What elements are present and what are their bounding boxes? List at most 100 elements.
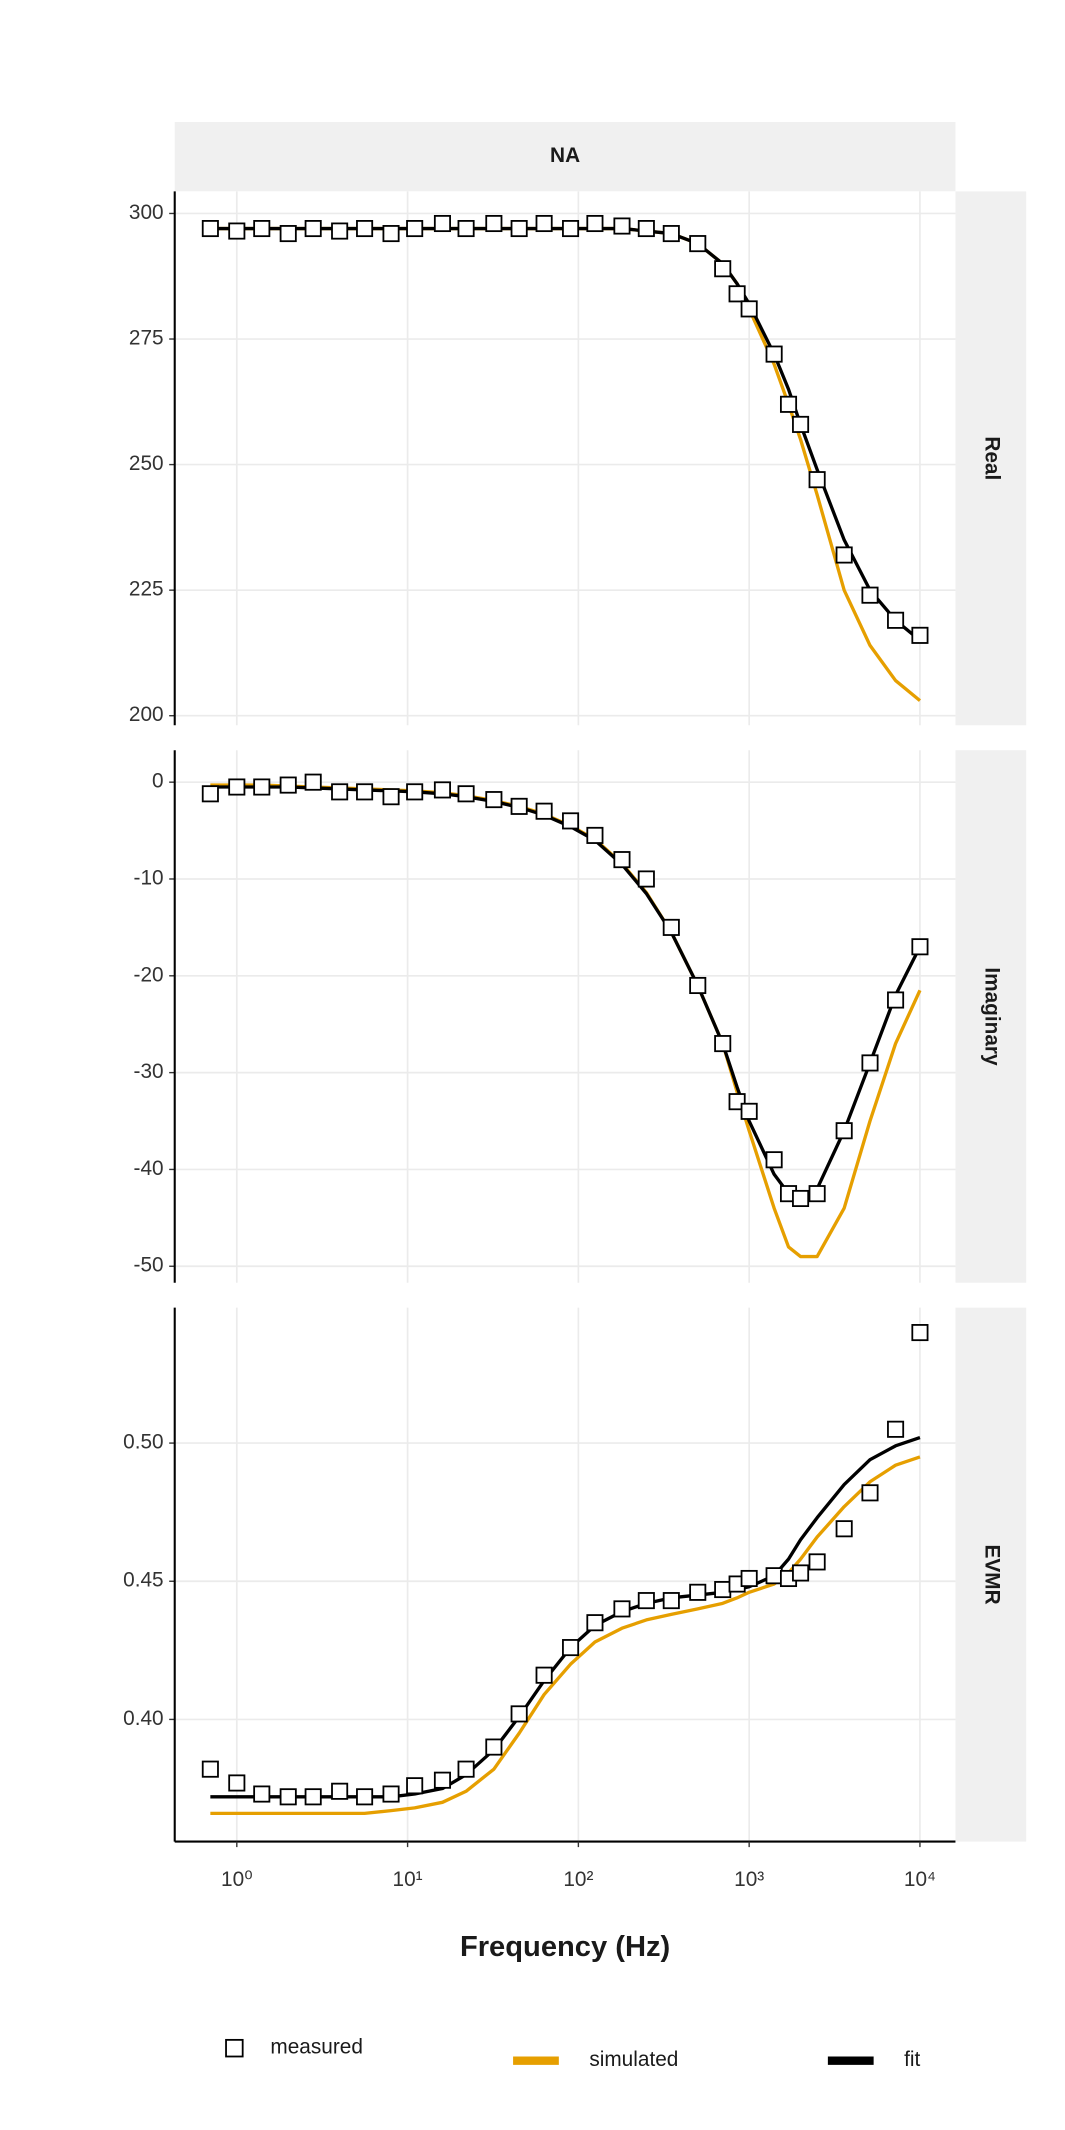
marker [779, 395, 798, 413]
marker [887, 991, 905, 1009]
marker [689, 1583, 707, 1601]
marker [228, 778, 246, 796]
marker [535, 214, 553, 233]
y-tick-label: -20 [134, 963, 164, 986]
marker [714, 260, 732, 278]
marker [201, 785, 219, 803]
marker [835, 1520, 853, 1538]
marker [304, 220, 322, 238]
y-tick-label: 225 [129, 578, 164, 601]
marker [535, 802, 553, 820]
marker [835, 546, 853, 564]
marker [808, 471, 826, 489]
y-tick-label: -10 [134, 866, 164, 889]
marker [714, 1581, 732, 1599]
marker [433, 781, 451, 799]
y-tick-label: 0 [152, 770, 164, 793]
legend-label: simulated [589, 2048, 678, 2071]
marker [861, 1054, 879, 1072]
marker [485, 214, 503, 233]
marker [586, 214, 604, 233]
marker [331, 222, 349, 240]
marker [911, 938, 929, 956]
y-tick-label: -30 [134, 1060, 164, 1083]
marker [485, 791, 503, 809]
marker [304, 1788, 322, 1806]
marker [228, 222, 246, 240]
marker [510, 797, 528, 815]
marker [911, 626, 929, 644]
marker [765, 1567, 783, 1585]
y-tick-label: 300 [129, 201, 164, 224]
marker [535, 1666, 553, 1684]
marker [835, 1122, 853, 1140]
x-tick-label: 10² [563, 1868, 593, 1891]
marker [433, 1771, 451, 1789]
marker [253, 220, 271, 238]
marker [808, 1185, 826, 1203]
marker [331, 1782, 349, 1800]
marker [228, 1774, 246, 1792]
marker [637, 1592, 655, 1610]
marker [765, 1151, 783, 1169]
y-tick-label: -50 [134, 1254, 164, 1277]
marker [406, 220, 424, 238]
legend-label: measured [270, 2036, 362, 2059]
facet-label: Imaginary [980, 967, 1003, 1066]
marker [792, 1189, 810, 1208]
x-tick-label: 10⁰ [221, 1868, 252, 1891]
marker [613, 217, 631, 235]
marker [689, 235, 707, 253]
marker [613, 851, 631, 869]
legend-label: fit [904, 2048, 920, 2071]
marker [714, 1035, 732, 1053]
y-tick-label: 0.45 [123, 1569, 163, 1592]
marker [331, 783, 349, 801]
marker [382, 1785, 400, 1803]
marker [356, 220, 374, 238]
marker [887, 1420, 905, 1438]
strip [955, 1307, 1027, 1842]
marker [861, 1484, 879, 1502]
marker [356, 783, 374, 801]
facet-label: Real [980, 436, 1003, 480]
x-tick-label: 10¹ [393, 1868, 423, 1891]
marker [728, 285, 746, 303]
marker [808, 1553, 826, 1571]
marker [861, 586, 879, 604]
strip-title: NA [550, 144, 580, 167]
y-tick-label: 275 [129, 327, 164, 350]
marker [457, 1760, 475, 1778]
strip [955, 191, 1027, 726]
strip [955, 750, 1027, 1283]
legend-symbol [225, 2038, 244, 2058]
x-tick-label: 10⁴ [904, 1868, 936, 1891]
marker [406, 1777, 424, 1795]
marker [304, 773, 322, 791]
panel-background [174, 1307, 956, 1842]
y-tick-label: 250 [129, 452, 164, 475]
marker [562, 1639, 580, 1657]
x-axis-label: Frequency (Hz) [460, 1931, 670, 1963]
marker [740, 1569, 758, 1588]
marker [792, 415, 810, 433]
marker [765, 345, 783, 363]
marker [562, 220, 580, 238]
y-tick-label: -40 [134, 1157, 164, 1180]
marker [382, 225, 400, 243]
marker [510, 220, 528, 238]
y-tick-label: 200 [129, 703, 164, 726]
marker [689, 976, 707, 995]
marker [382, 788, 400, 806]
y-tick-label: 0.40 [123, 1707, 163, 1730]
marker [637, 220, 655, 238]
marker [457, 785, 475, 803]
marker [279, 1788, 297, 1806]
panel-background [174, 191, 956, 726]
marker [279, 776, 297, 794]
marker [792, 1564, 810, 1582]
marker [662, 918, 680, 936]
marker [637, 870, 655, 888]
